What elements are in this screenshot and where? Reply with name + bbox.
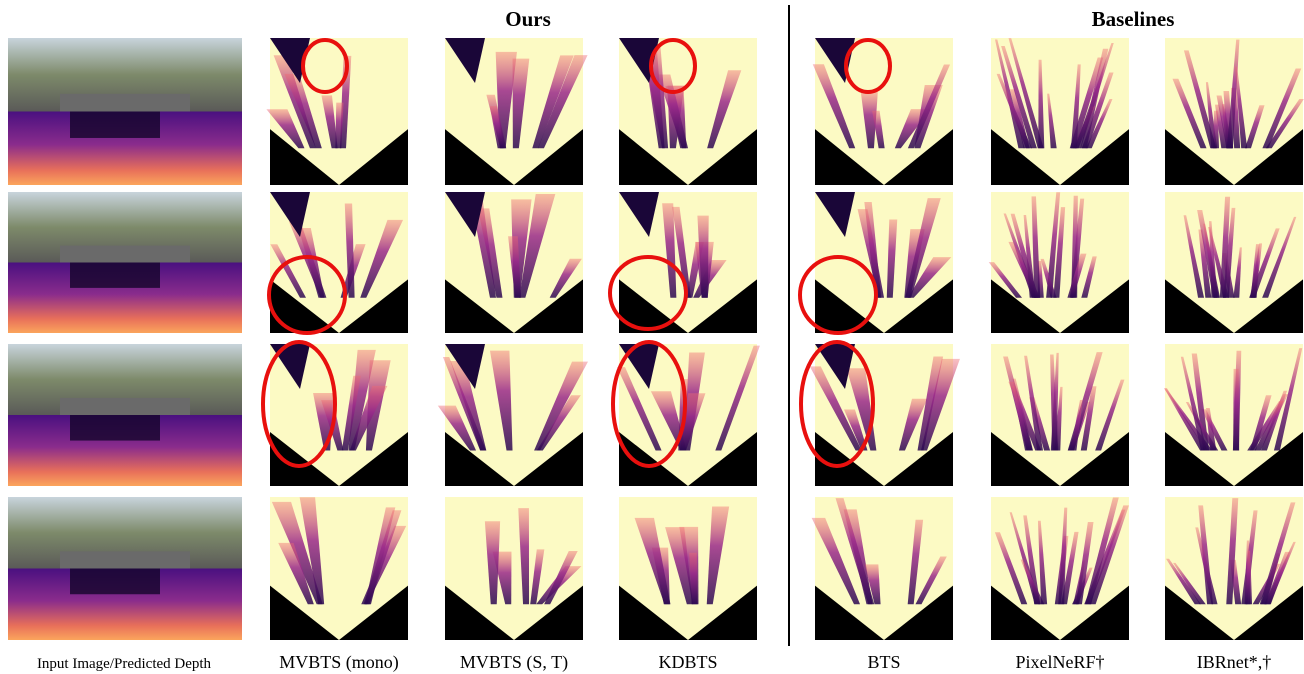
figure: Ours Baselines Input Image/Predicted Dep… — [0, 0, 1304, 674]
bev-panel — [1165, 192, 1303, 333]
bev-panel — [619, 497, 757, 640]
column-label: BTS — [867, 652, 900, 672]
bev-panel — [445, 38, 588, 185]
column-label: IBRnet*,† — [1197, 652, 1272, 672]
bev-panel — [619, 192, 757, 333]
bev-panel — [445, 497, 583, 640]
column-label: MVBTS (S, T) — [460, 652, 568, 673]
bev-panel — [991, 38, 1129, 185]
depth-dark — [70, 263, 160, 288]
bev-panel — [1165, 38, 1304, 185]
group-title: Baselines — [1092, 7, 1175, 31]
depth-dark — [70, 415, 160, 441]
bev-panel — [270, 497, 408, 640]
bev-panel — [1165, 497, 1303, 640]
depth-dark — [70, 569, 160, 595]
bev-panel — [813, 38, 953, 185]
bev-panel — [989, 192, 1129, 333]
bev-panel — [438, 344, 588, 486]
bev-panel — [812, 497, 953, 640]
bev-panel — [991, 497, 1129, 640]
page: {"header": {"ours": "Ours", "baselines":… — [0, 0, 1304, 674]
bev-panel — [991, 344, 1129, 486]
road — [60, 551, 190, 568]
road — [60, 94, 190, 112]
column-label: PixelNeRF† — [1015, 652, 1104, 672]
bev-panel — [266, 38, 408, 185]
column-label: MVBTS (mono) — [279, 652, 399, 673]
bev-panel — [445, 192, 583, 333]
bev-panel — [1164, 344, 1303, 486]
column-label: KDBTS — [658, 652, 717, 672]
bev-panel — [619, 38, 757, 185]
depth-dark — [70, 112, 160, 138]
column-label: Input Image/Predicted Depth — [37, 656, 212, 672]
bev-streak — [1233, 369, 1239, 451]
bev-panel — [815, 192, 953, 333]
group-title: Ours — [505, 7, 551, 31]
panels — [8, 38, 1304, 640]
road — [60, 246, 190, 263]
road — [60, 398, 190, 415]
